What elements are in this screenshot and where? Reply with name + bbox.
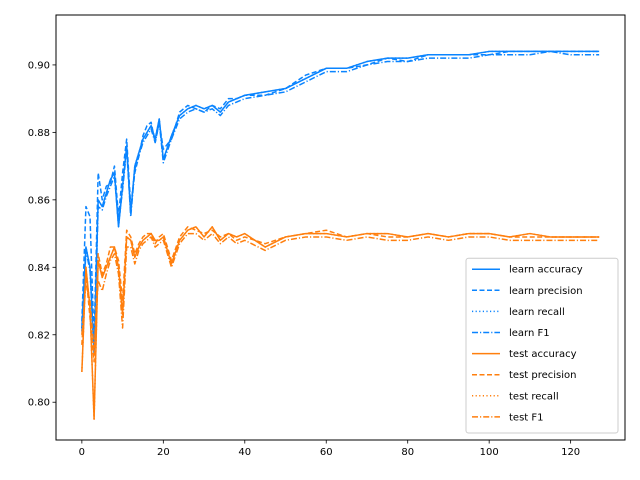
- y-tick-label-1: 0.82: [28, 330, 50, 341]
- legend-label-4: test accuracy: [509, 349, 577, 360]
- y-axis: 0.80 0.82 0.84 0.86 0.88 0.90: [28, 60, 56, 409]
- legend-label-0: learn accuracy: [509, 265, 583, 276]
- x-tick-label-5: 100: [480, 447, 499, 458]
- series-line-6: [81, 226, 600, 420]
- y-tick-label-0: 0.80: [28, 398, 50, 409]
- y-tick-label-4: 0.88: [28, 128, 50, 139]
- x-tick-label-2: 40: [238, 447, 251, 458]
- y-tick-label-3: 0.86: [28, 195, 50, 206]
- x-tick-label-6: 120: [561, 447, 580, 458]
- y-tick-label-2: 0.84: [28, 263, 50, 274]
- x-tick-label-3: 60: [320, 447, 333, 458]
- legend-label-5: test precision: [509, 370, 577, 381]
- legend-label-1: learn precision: [509, 286, 583, 297]
- y-tick-label-5: 0.90: [28, 60, 50, 71]
- x-axis: 0 20 40 60 80 100 120: [79, 440, 580, 458]
- series-line-3: [81, 50, 600, 353]
- plot-frame: [55, 14, 626, 441]
- x-tick-label-1: 20: [157, 447, 170, 458]
- legend-label-2: learn recall: [509, 307, 565, 318]
- series-layer: [81, 50, 600, 420]
- x-tick-label-0: 0: [79, 447, 85, 458]
- x-tick-label-4: 80: [401, 447, 414, 458]
- legend-label-3: learn F1: [509, 328, 550, 339]
- legend-label-6: test recall: [509, 391, 559, 402]
- legend: learn accuracy learn precision learn recal…: [465, 257, 619, 434]
- legend-label-7: test F1: [509, 412, 544, 423]
- legend-box: [465, 257, 619, 434]
- series-line-2: [81, 50, 600, 356]
- series-line-7: [81, 232, 600, 353]
